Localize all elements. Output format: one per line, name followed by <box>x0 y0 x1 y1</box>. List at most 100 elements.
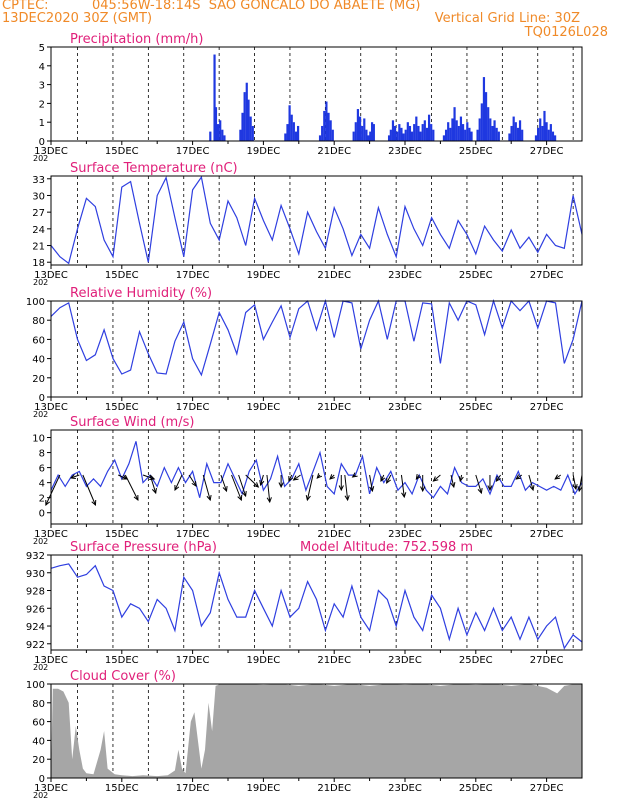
wind-arrow-head <box>432 476 439 482</box>
precip-bar <box>400 127 403 141</box>
wind-arrow-head <box>458 476 464 483</box>
precip-bar <box>430 124 433 141</box>
y-tick-label: 3 <box>39 81 45 92</box>
x-tick-label: 15DEC <box>105 270 139 281</box>
panel-3 <box>45 429 583 528</box>
x-tick-label: 17DEC <box>176 529 210 540</box>
x-tick-label: 23DEC <box>388 402 422 413</box>
panel-title: Precipitation (mm/h) <box>70 32 203 47</box>
x-tick-label: 21DEC <box>317 146 351 157</box>
precip-bar <box>286 124 289 141</box>
wind-arrow <box>433 474 441 482</box>
y-tick-label: 0 <box>39 774 45 785</box>
header-grid-info: Vertical Grid Line: 30Z <box>434 11 580 26</box>
y-tick-label: 40 <box>32 736 45 747</box>
precip-bar <box>352 131 355 141</box>
y-tick-label: 80 <box>32 699 45 710</box>
x-year-label: 202 <box>33 791 48 800</box>
y-tick-label: 100 <box>26 680 45 691</box>
y-tick-label: 40 <box>32 355 45 366</box>
y-tick-label: 930 <box>26 569 45 580</box>
x-tick-label: 25DEC <box>459 402 493 413</box>
y-tick-label: 2 <box>39 99 45 110</box>
x-tick-label: 13DEC <box>34 146 68 157</box>
y-tick-label: 60 <box>32 335 45 346</box>
x-tick-label: 19DEC <box>247 146 281 157</box>
x-tick-label: 17DEC <box>176 402 210 413</box>
y-tick-label: 30 <box>32 191 45 202</box>
precip-bar <box>464 129 467 141</box>
wind-arrow <box>450 474 455 488</box>
x-tick-label: 17DEC <box>176 783 210 794</box>
precip-bar <box>216 124 220 141</box>
panel-2 <box>47 298 583 401</box>
wind-arrow <box>528 474 534 491</box>
precip-bar <box>323 110 326 141</box>
x-tick-label: 25DEC <box>459 655 493 666</box>
x-tick-label: 27DEC <box>530 783 564 794</box>
precip-bar <box>415 116 418 141</box>
wind-arrow-head <box>149 475 156 481</box>
x-tick-label: 23DEC <box>388 655 422 666</box>
precip-bar <box>493 120 496 141</box>
panel-title: Cloud Cover (%) <box>70 669 176 684</box>
x-tick-label: 19DEC <box>247 402 281 413</box>
wind-arrow-head <box>305 495 311 502</box>
precip-bar <box>466 122 469 141</box>
x-tick-label: 23DEC <box>388 529 422 540</box>
wind-arrow <box>45 474 61 506</box>
x-tick-label: 15DEC <box>105 146 139 157</box>
precip-bar <box>421 124 424 141</box>
wind-arrow <box>266 474 271 503</box>
wind-arrow-head <box>278 482 284 489</box>
precip-bar <box>367 135 370 141</box>
wind-arrow <box>174 474 183 491</box>
header-location: 045:56W-18:14S SAO GONCALO DO ABAETE (MG… <box>92 0 421 13</box>
cloud-cover-area <box>51 684 582 778</box>
precip-bar <box>331 129 334 141</box>
x-tick-label: 25DEC <box>459 270 493 281</box>
y-tick-label: 6 <box>39 464 45 475</box>
precip-bar <box>288 105 291 141</box>
precip-bar <box>249 116 252 141</box>
wind-arrow-head <box>266 497 272 504</box>
precip-bar <box>432 129 435 141</box>
header-datetime: 13DEC2020 30Z (GMT) <box>2 11 153 26</box>
x-tick-label: 25DEC <box>459 783 493 794</box>
x-tick-label: 27DEC <box>530 655 564 666</box>
y-tick-label: 33 <box>32 175 45 186</box>
precip-bar <box>514 122 517 141</box>
precip-bar <box>444 129 448 141</box>
precip-bar <box>423 120 426 141</box>
y-tick-label: 0 <box>39 509 45 520</box>
precip-bar <box>398 124 401 141</box>
x-tick-label: 23DEC <box>388 783 422 794</box>
wind-arrow-head <box>241 490 247 498</box>
wind-arrow <box>260 474 264 486</box>
wind-arrow <box>475 474 482 494</box>
precip-bar <box>321 125 324 141</box>
precip-bar <box>387 135 391 141</box>
wind-arrow-head <box>369 486 375 493</box>
wind-arrow-head <box>259 479 265 487</box>
wind-arrow-head <box>554 474 561 480</box>
y-tick-label: 926 <box>26 604 45 615</box>
wind-arrow-head <box>420 486 426 493</box>
y-tick-label: 932 <box>26 551 45 562</box>
plot-frame <box>50 300 583 398</box>
precip-bar <box>442 135 446 141</box>
precip-bar <box>447 122 450 141</box>
y-tick-label: 27 <box>32 208 45 219</box>
precip-bar <box>370 122 374 141</box>
precip-bar <box>402 133 405 141</box>
x-tick-label: 19DEC <box>247 270 281 281</box>
panel-title: Surface Temperature (nC) <box>70 161 238 176</box>
y-tick-label: 80 <box>32 316 45 327</box>
header-model-code: TQ0126L028 <box>524 25 608 40</box>
wind-arrow <box>220 474 227 492</box>
wind-arrow-head <box>487 485 493 492</box>
wind-arrow-head <box>316 473 323 479</box>
wind-arrow-head <box>222 485 228 493</box>
wind-arrow-head <box>206 494 212 502</box>
wind-arrow <box>386 474 392 484</box>
